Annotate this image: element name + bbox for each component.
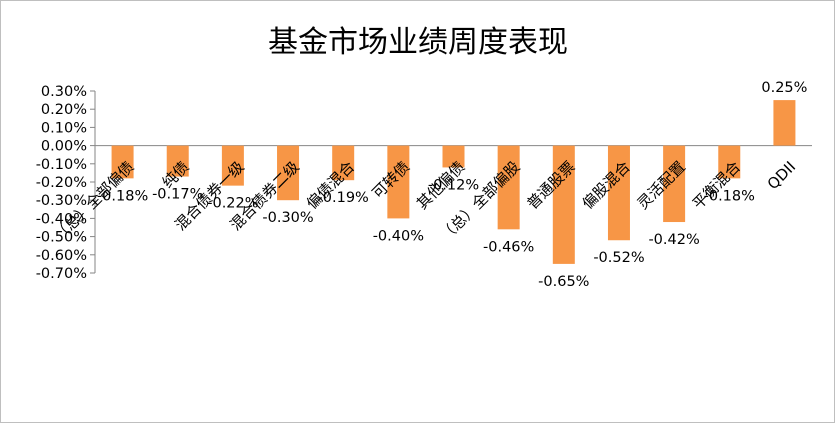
data-label: -0.30% <box>262 210 313 226</box>
bar <box>718 145 741 179</box>
bar <box>221 145 244 186</box>
y-tick-label: -0.70% <box>36 266 87 282</box>
bar <box>111 145 134 179</box>
data-label: -0.42% <box>648 232 699 248</box>
x-tick-label: QDII <box>764 158 800 194</box>
data-label: -0.17% <box>152 187 203 203</box>
x-tick-label: 平衡混合 <box>689 158 744 213</box>
data-labels: -0.18% -0.17%-0.22%-0.30%-0.19%-0.40%-0.1… <box>97 80 808 290</box>
bar <box>442 145 465 168</box>
bar <box>166 145 189 177</box>
bar <box>277 145 300 201</box>
bar <box>552 145 575 264</box>
data-label: -0.18% <box>97 188 148 204</box>
data-label: -0.46% <box>483 239 534 255</box>
bar <box>663 145 686 223</box>
y-tick-label: -0.40% <box>36 211 87 227</box>
y-tick-label: -0.10% <box>36 157 87 173</box>
bar <box>497 145 520 230</box>
data-label: -0.19% <box>318 190 369 206</box>
data-label: -0.65% <box>538 274 589 290</box>
y-tick-label: -0.60% <box>36 248 87 264</box>
y-axis: 0.30%0.20%0.10%0.00%-0.10%-0.20%-0.30%-0… <box>36 84 812 282</box>
y-tick-label: 0.30% <box>41 84 87 100</box>
data-label: 0.25% <box>761 80 807 96</box>
y-tick-label: -0.20% <box>36 175 87 191</box>
y-tick-label: 0.20% <box>41 102 87 118</box>
data-label: -0.18% <box>704 188 755 204</box>
y-tick-label: -0.30% <box>36 193 87 209</box>
y-tick-label: 0.00% <box>41 139 87 155</box>
bar <box>773 100 796 146</box>
bar <box>387 145 410 219</box>
data-label: -0.40% <box>373 228 424 244</box>
data-label: -0.52% <box>593 250 644 266</box>
bar <box>332 145 355 181</box>
y-tick-label: 0.10% <box>41 120 87 136</box>
bar-series <box>111 100 796 264</box>
bar <box>607 145 630 241</box>
data-label: -0.12% <box>428 177 479 193</box>
y-tick-label: -0.50% <box>36 230 87 246</box>
data-label: -0.22% <box>207 196 258 212</box>
chart-title: 基金市场业绩周度表现 <box>268 25 568 60</box>
